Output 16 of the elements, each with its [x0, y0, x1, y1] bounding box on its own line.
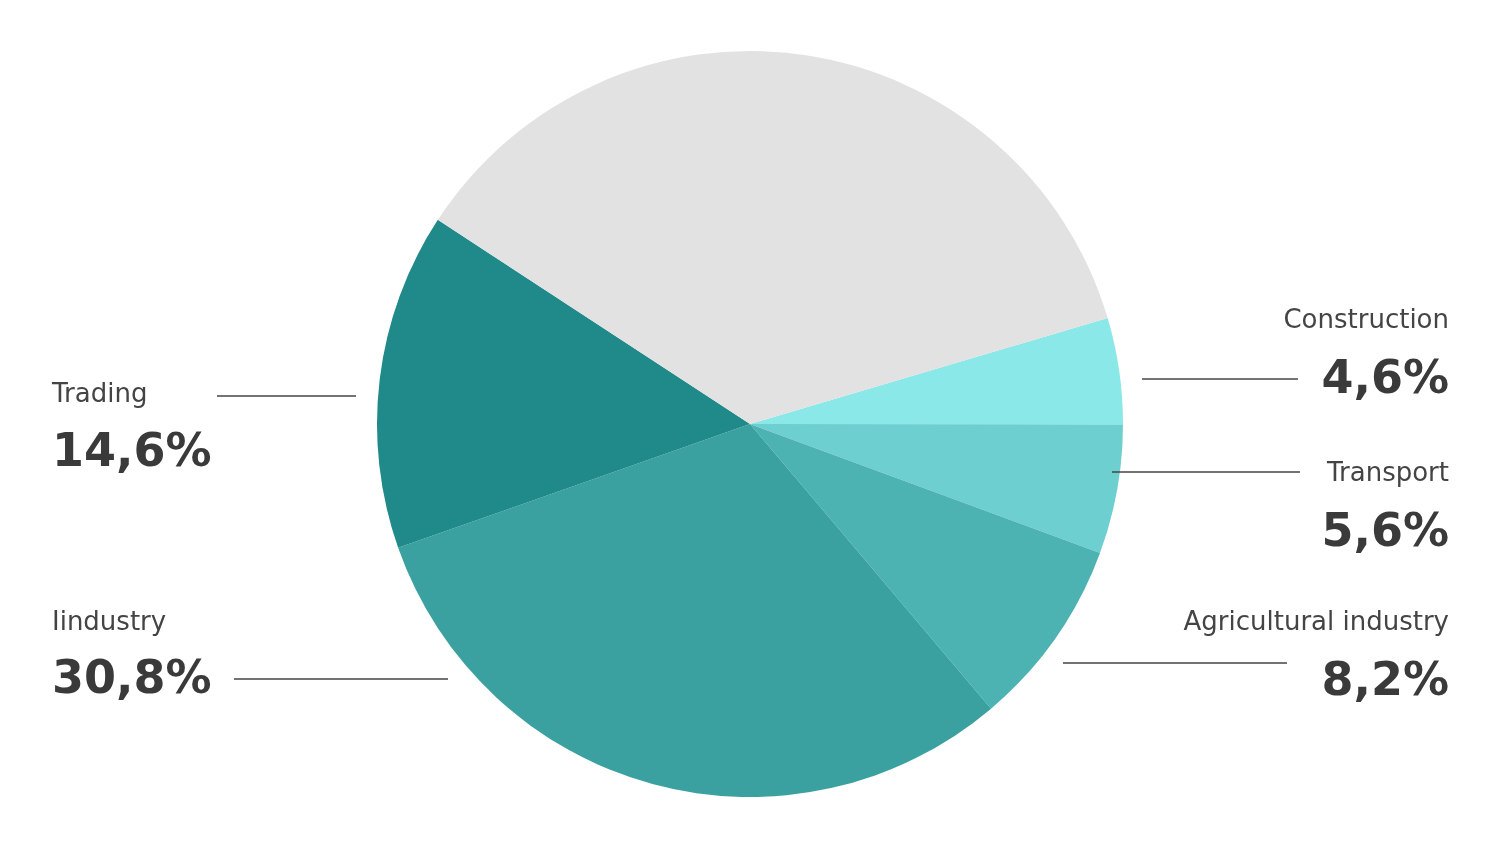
pie-slice — [398, 424, 992, 797]
data-label: 5,6% — [1321, 502, 1449, 557]
slice-label: Agricultural industry — [1183, 605, 1449, 636]
pie-slice — [437, 51, 1108, 424]
slice-label: Construction — [1283, 303, 1449, 334]
pie-slice — [377, 219, 750, 548]
slice-label: Iindustry — [52, 605, 167, 636]
data-label: 4,6% — [1321, 349, 1449, 404]
data-label: 14,6% — [52, 422, 212, 477]
pie-slice — [750, 318, 1123, 425]
data-label: 30,8% — [52, 649, 212, 704]
slice-label: Trading — [51, 377, 148, 408]
slice-label: Transport — [1325, 456, 1449, 487]
pie-slice — [750, 424, 1123, 553]
data-label: 8,2% — [1321, 651, 1449, 706]
pie-slice — [750, 424, 1101, 709]
